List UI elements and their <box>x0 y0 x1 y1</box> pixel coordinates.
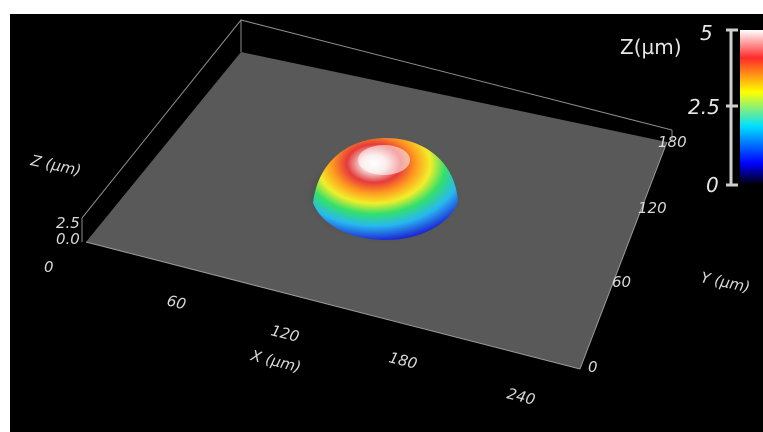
y-tick: 180 <box>658 133 687 151</box>
x-tick: 240 <box>505 384 537 408</box>
x-axis-label: X (µm) <box>248 346 303 376</box>
colorbar-bracket <box>726 28 738 187</box>
x-tick: 120 <box>269 321 301 345</box>
bump-dome <box>313 138 458 240</box>
z-axis-label: Z (µm) <box>28 151 83 179</box>
z-tick: 0.0 <box>56 230 80 248</box>
colorbar: Z(µm) 5 2.5 0 <box>620 21 763 197</box>
z-tick: 2.5 <box>56 214 80 232</box>
bump-highlight <box>358 145 410 175</box>
colorbar-gradient <box>740 30 763 185</box>
y-tick: 60 <box>612 273 631 291</box>
colorbar-tick: 0 <box>706 173 719 197</box>
x-tick: 180 <box>387 348 419 372</box>
bounding-box <box>81 19 673 242</box>
colorbar-title: Z(µm) <box>620 35 682 59</box>
colorbar-tick: 2.5 <box>688 95 720 119</box>
front-edges <box>85 141 668 370</box>
y-axis-label: Y (µm) <box>699 268 751 296</box>
y-tick: 0 <box>588 358 598 376</box>
colorbar-tick: 5 <box>700 21 713 45</box>
x-tick: 60 <box>165 291 188 313</box>
z-tick: 0 <box>44 258 54 276</box>
y-tick: 120 <box>638 199 667 217</box>
